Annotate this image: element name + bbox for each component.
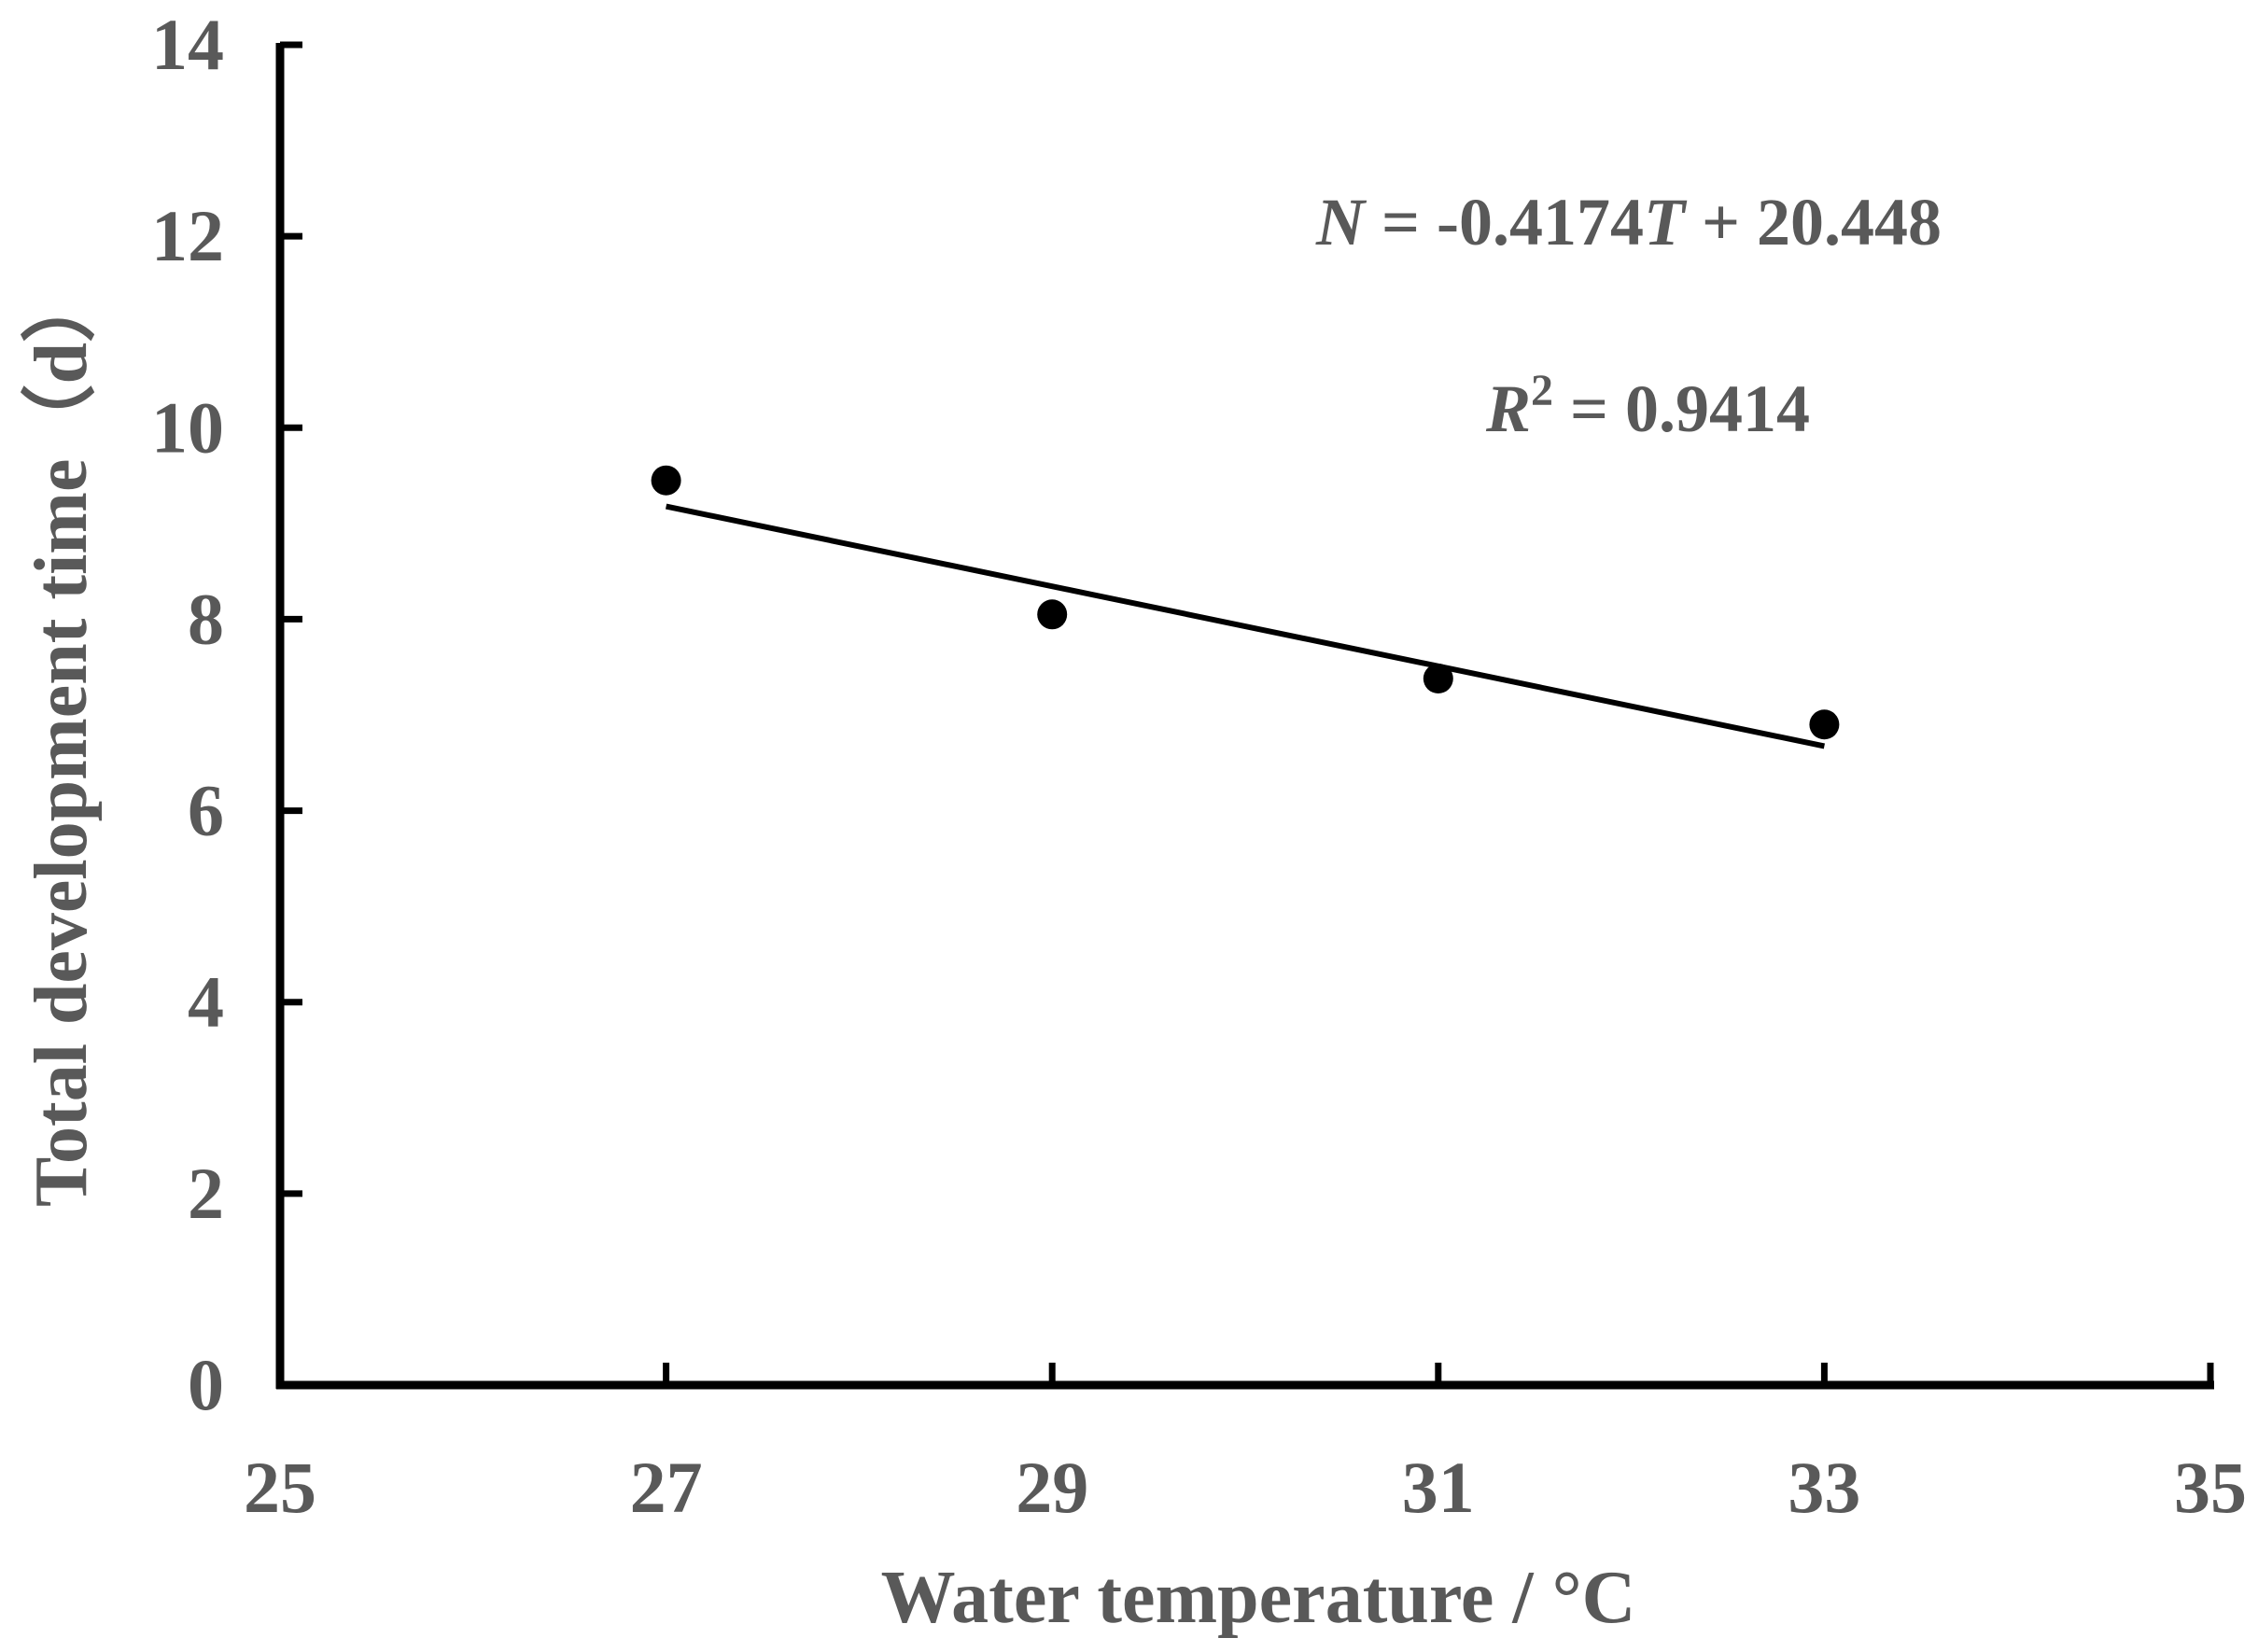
x-tick-label: 35: [2174, 1447, 2247, 1528]
y-tick-label: 0: [188, 1344, 224, 1425]
regression-equation: N = -0.4174T + 20.448: [1315, 185, 1942, 259]
trendline: [665, 503, 1826, 749]
r2-var: R: [1485, 371, 1531, 446]
x-tick-label: 29: [1016, 1447, 1088, 1528]
axes: [275, 43, 2214, 1390]
r2-superscript: 2: [1531, 366, 1553, 415]
x-tick-label: 31: [1402, 1447, 1475, 1528]
equation-var-t: T: [1644, 185, 1688, 259]
y-tick-label: 8: [188, 578, 224, 659]
data-point: [1423, 664, 1453, 694]
x-tick-label: 33: [1788, 1447, 1860, 1528]
r-squared: R2 = 0.9414: [1485, 366, 1810, 446]
y-tick-label: 12: [151, 195, 224, 276]
x-tick-label: 27: [630, 1447, 703, 1528]
x-axis-title: Water temperature / °C: [881, 1557, 1636, 1639]
data-point: [1809, 709, 1840, 740]
equation-var-n: N: [1315, 185, 1367, 259]
data-point: [651, 465, 681, 496]
x-tick-label: 25: [244, 1447, 316, 1528]
data-point: [1037, 599, 1068, 630]
y-tick-label: 14: [151, 4, 224, 85]
ticks: [280, 41, 2214, 1385]
tick-labels: 0 2 4 6 8 10 12 14 25 27 29 31 33 35: [151, 4, 2247, 1528]
y-tick-label: 10: [151, 386, 224, 468]
y-tick-label: 6: [188, 770, 224, 851]
trendline-group: [665, 503, 1826, 749]
y-axis-title: Total development time（d）: [21, 268, 103, 1207]
y-tick-label: 2: [188, 1153, 224, 1234]
data-points: [651, 465, 1840, 740]
equation-middle: = -0.4174: [1365, 185, 1644, 259]
y-tick-label: 4: [188, 961, 224, 1043]
equation-rest: + 20.448: [1685, 185, 1942, 259]
r2-rest: = 0.9414: [1553, 371, 1810, 446]
